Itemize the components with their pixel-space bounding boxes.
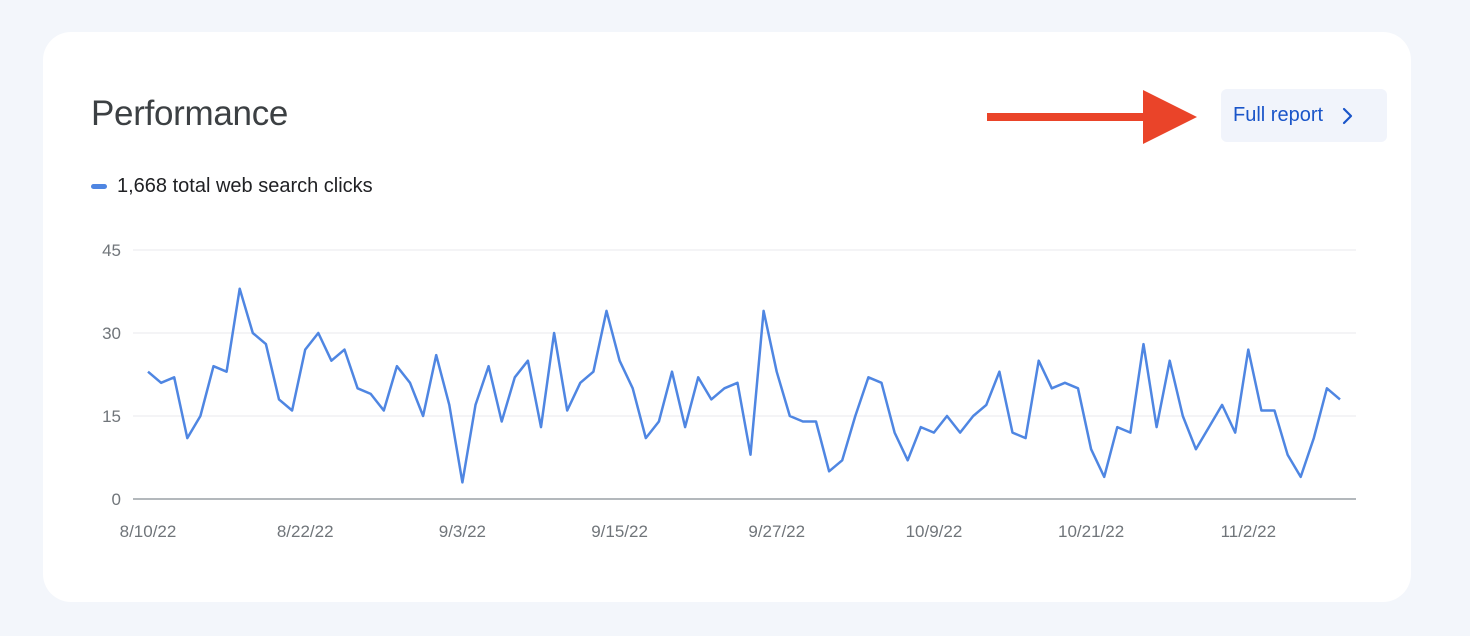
y-tick-label: 30 — [102, 324, 121, 343]
clicks-line-chart: 0 15 30 45 8/10/22 8/22/22 9/3/22 9/15/22 9/27/2… — [102, 241, 1356, 541]
x-tick-label: 11/2/22 — [1221, 522, 1276, 541]
x-tick-label: 8/10/22 — [120, 522, 177, 541]
x-tick-label: 9/15/22 — [591, 522, 648, 541]
legend-label: 1,668 total web search clicks — [117, 175, 373, 197]
x-tick-label: 9/3/22 — [439, 522, 486, 541]
y-tick-label: 45 — [102, 241, 121, 260]
x-tick-label: 10/21/22 — [1058, 522, 1124, 541]
chart-legend: 1,668 total web search clicks — [91, 175, 373, 198]
full-report-label: Full report — [1233, 104, 1324, 126]
y-tick-label: 0 — [112, 490, 121, 509]
performance-card: Performance Full report 1,668 total web … — [43, 32, 1411, 602]
series-line-web-search-clicks — [147, 287, 1341, 484]
chevron-right-icon — [1342, 107, 1353, 124]
card-title: Performance — [91, 94, 289, 133]
x-tick-label: 9/27/22 — [748, 522, 805, 541]
full-report-button[interactable]: Full report — [1221, 89, 1387, 142]
legend-swatch — [91, 184, 107, 189]
y-tick-label: 15 — [102, 407, 121, 426]
red-arrow-icon — [987, 90, 1197, 144]
x-tick-label: 10/9/22 — [906, 522, 963, 541]
x-tick-label: 8/22/22 — [277, 522, 334, 541]
